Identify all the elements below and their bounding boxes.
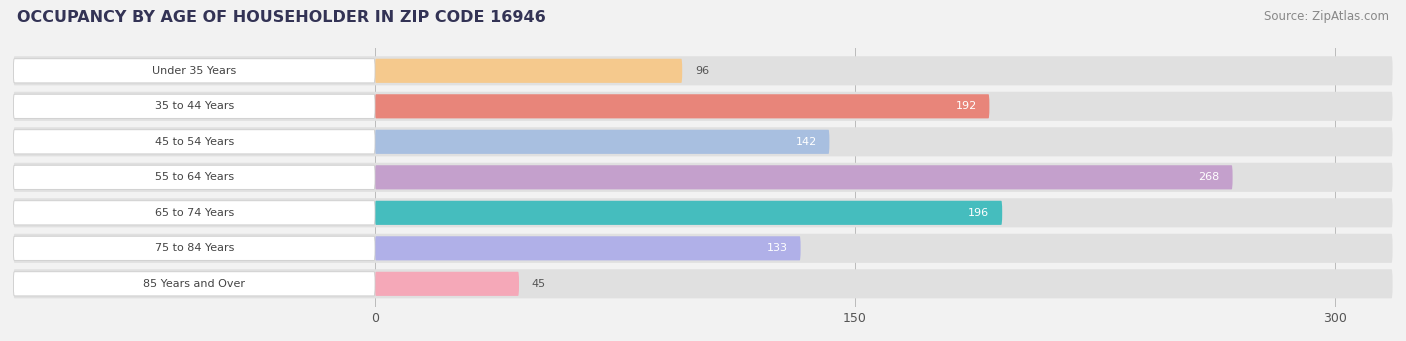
- FancyBboxPatch shape: [14, 94, 375, 118]
- Text: 35 to 44 Years: 35 to 44 Years: [155, 101, 233, 111]
- FancyBboxPatch shape: [14, 56, 1392, 85]
- Text: 85 Years and Over: 85 Years and Over: [143, 279, 245, 289]
- Text: 96: 96: [695, 66, 709, 76]
- Text: 45: 45: [531, 279, 546, 289]
- FancyBboxPatch shape: [375, 272, 519, 296]
- FancyBboxPatch shape: [14, 130, 375, 154]
- Text: Source: ZipAtlas.com: Source: ZipAtlas.com: [1264, 10, 1389, 23]
- Text: 55 to 64 Years: 55 to 64 Years: [155, 172, 233, 182]
- Text: OCCUPANCY BY AGE OF HOUSEHOLDER IN ZIP CODE 16946: OCCUPANCY BY AGE OF HOUSEHOLDER IN ZIP C…: [17, 10, 546, 25]
- FancyBboxPatch shape: [14, 163, 1392, 192]
- FancyBboxPatch shape: [14, 201, 375, 225]
- FancyBboxPatch shape: [375, 236, 800, 261]
- Text: 142: 142: [796, 137, 817, 147]
- Text: 65 to 74 Years: 65 to 74 Years: [155, 208, 233, 218]
- FancyBboxPatch shape: [14, 92, 1392, 121]
- Text: 75 to 84 Years: 75 to 84 Years: [155, 243, 233, 253]
- FancyBboxPatch shape: [14, 269, 1392, 298]
- FancyBboxPatch shape: [14, 234, 1392, 263]
- FancyBboxPatch shape: [14, 236, 375, 261]
- FancyBboxPatch shape: [375, 94, 990, 118]
- Text: 196: 196: [969, 208, 990, 218]
- FancyBboxPatch shape: [375, 201, 1002, 225]
- Text: 45 to 54 Years: 45 to 54 Years: [155, 137, 233, 147]
- FancyBboxPatch shape: [14, 59, 375, 83]
- FancyBboxPatch shape: [14, 272, 375, 296]
- FancyBboxPatch shape: [14, 165, 375, 189]
- Text: 268: 268: [1198, 172, 1220, 182]
- FancyBboxPatch shape: [14, 198, 1392, 227]
- FancyBboxPatch shape: [375, 59, 682, 83]
- Text: 133: 133: [766, 243, 787, 253]
- Text: Under 35 Years: Under 35 Years: [152, 66, 236, 76]
- FancyBboxPatch shape: [375, 165, 1233, 189]
- FancyBboxPatch shape: [375, 130, 830, 154]
- FancyBboxPatch shape: [14, 127, 1392, 157]
- Text: 192: 192: [955, 101, 977, 111]
